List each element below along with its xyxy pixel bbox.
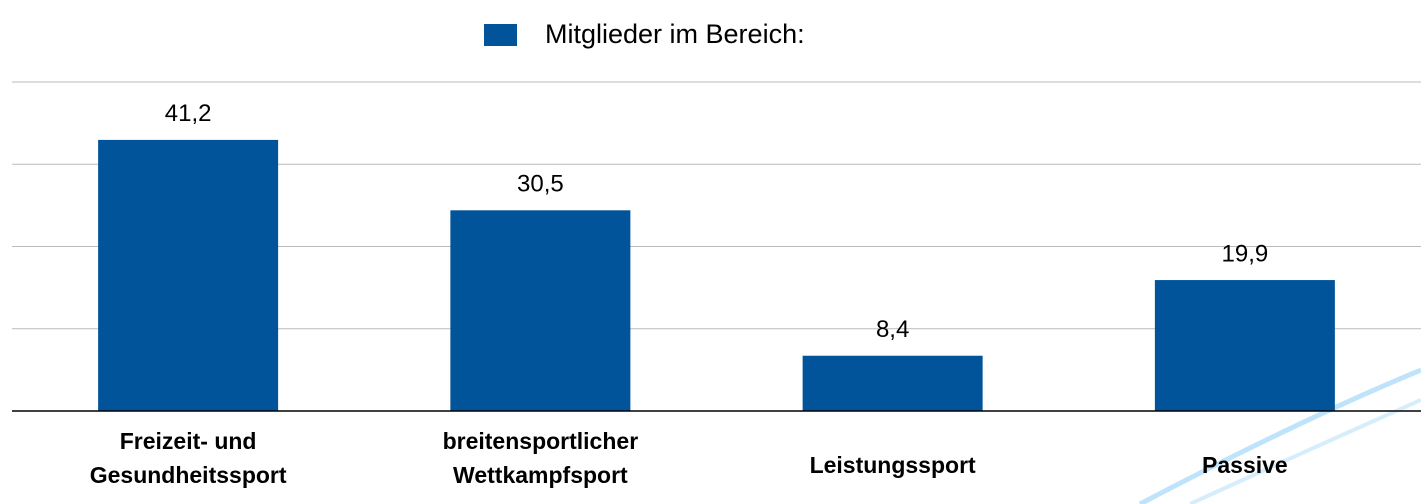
bar <box>1154 280 1335 411</box>
data-label: 30,5 <box>517 171 564 198</box>
decoration <box>1138 367 1421 504</box>
legend-swatch <box>484 24 517 46</box>
data-label: 8,4 <box>876 316 909 343</box>
legend-label: Mitglieder im Bereich: <box>545 19 805 49</box>
x-tick-label: Leistungssport <box>810 452 976 478</box>
bar <box>98 139 279 412</box>
bar <box>802 355 983 411</box>
bar <box>450 210 631 411</box>
x-tick-label: Freizeit- und <box>120 428 257 454</box>
x-tick-label: breitensportlicher <box>443 428 639 454</box>
data-label: 41,2 <box>165 100 212 127</box>
x-tick-label: Gesundheitssport <box>90 462 287 488</box>
x-tick-label: Wettkampfsport <box>453 462 628 488</box>
x-tick-label: Passive <box>1202 452 1288 478</box>
data-label: 19,9 <box>1222 240 1269 267</box>
